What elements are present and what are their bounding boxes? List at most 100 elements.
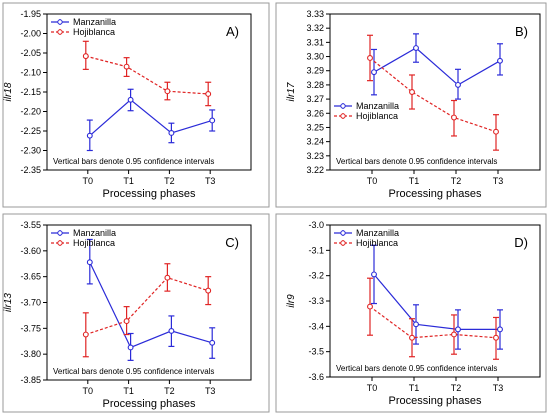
x-tick-label: T2 — [164, 176, 175, 186]
data-point — [123, 63, 130, 70]
y-tick-label: 3.23 — [306, 151, 324, 161]
y-tick-label: -2.00 — [20, 29, 41, 39]
y-tick-label: -2.10 — [20, 68, 41, 78]
y-tick-label: -3.80 — [20, 349, 41, 359]
x-tick-label: T3 — [493, 383, 504, 393]
y-tick-label: -3.75 — [20, 323, 41, 333]
x-axis-title: Processing phases — [103, 398, 196, 410]
legend-label: Manzanilla — [356, 101, 399, 111]
y-tick-label: -2.25 — [20, 126, 41, 136]
y-tick-label: -3.6 — [308, 372, 324, 382]
series-manzanilla — [86, 88, 216, 152]
y-tick-label: -2.05 — [20, 48, 41, 58]
series-line — [369, 306, 497, 339]
y-tick-label: -3.5 — [308, 347, 324, 357]
series-hojiblanca — [367, 34, 499, 151]
series-hojiblanca — [82, 40, 212, 107]
series-line — [369, 57, 497, 133]
data-point — [164, 274, 171, 281]
legend-label: Manzanilla — [73, 17, 116, 27]
y-axis-title: ilr9 — [286, 294, 297, 308]
legend-label: Manzanilla — [73, 228, 116, 238]
chart-panel-4: -3.0 -3.1 -3.2 -3.3 -3.4 -3.5 -3.6 T0 T1 T2 T3 Proc… — [275, 213, 547, 413]
y-tick-label: 3.22 — [306, 165, 324, 175]
legend-label: Manzanilla — [356, 228, 399, 238]
data-point — [497, 57, 503, 64]
data-point — [451, 331, 457, 338]
y-tick-label: -2.35 — [20, 165, 41, 175]
y-tick-label: -2.15 — [20, 87, 41, 97]
y-tick-label: 3.24 — [306, 137, 324, 147]
x-tick-label: T2 — [451, 176, 462, 186]
x-tick-label: T2 — [164, 386, 175, 396]
data-point — [367, 303, 373, 310]
ci-note: Vertical bars denote 0.95 confidence int… — [336, 364, 497, 373]
panel-label: D) — [514, 235, 528, 250]
x-tick-label: T0 — [367, 176, 378, 186]
x-tick-label: T2 — [451, 383, 462, 393]
data-point — [371, 69, 377, 76]
data-point — [168, 327, 175, 334]
data-point — [409, 89, 415, 95]
legend-symbol — [51, 240, 69, 246]
legend-symbol — [51, 29, 69, 35]
series-line — [85, 277, 209, 336]
series-manzanilla — [371, 33, 503, 100]
data-point — [451, 114, 457, 121]
legend-symbol — [334, 230, 352, 236]
data-point — [127, 96, 134, 103]
y-tick-label: -3.2 — [308, 271, 324, 281]
y-tick-label: 3.30 — [306, 52, 324, 62]
series-manzanilla — [371, 244, 503, 350]
data-point — [413, 321, 419, 328]
series-hojiblanca — [367, 277, 499, 360]
series-manzanilla — [86, 238, 216, 361]
panel-frame — [275, 2, 547, 208]
panel-label: C) — [225, 235, 239, 250]
y-tick-label: 3.31 — [306, 37, 324, 47]
data-point — [205, 287, 212, 294]
chart-panel-2: 3.33 3.32 3.31 3.30 3.29 3.28 3.27 3.26 3.25 3.24… — [275, 2, 547, 208]
data-point — [493, 334, 499, 341]
data-point — [367, 55, 373, 61]
x-tick-label: T0 — [367, 383, 378, 393]
y-axis-title: ilr18 — [3, 82, 14, 101]
series-line — [89, 99, 213, 137]
x-tick-label: T1 — [409, 176, 420, 186]
y-tick-label: 3.28 — [306, 80, 324, 90]
series-line — [89, 261, 213, 349]
y-tick-label: 3.29 — [306, 66, 324, 76]
y-tick-label: -2.20 — [20, 107, 41, 117]
series-line — [373, 274, 500, 330]
y-tick-label: -3.0 — [308, 220, 324, 230]
data-point — [497, 326, 503, 333]
y-tick-label: -3.85 — [20, 375, 41, 385]
x-axis-title: Processing phases — [389, 188, 482, 200]
data-point — [86, 132, 93, 139]
series-line — [373, 47, 501, 86]
y-axis-title: ilr13 — [3, 293, 14, 312]
ci-note: Vertical bars denote 0.95 confidence int… — [53, 367, 214, 376]
panel-label: B) — [515, 24, 528, 39]
data-point — [409, 334, 415, 341]
x-tick-label: T1 — [409, 383, 420, 393]
y-tick-label: 3.32 — [306, 23, 324, 33]
y-tick-label: -3.1 — [308, 245, 324, 255]
x-tick-label: T3 — [205, 176, 216, 186]
legend-symbol — [334, 103, 352, 109]
series-hojiblanca — [82, 263, 212, 358]
legend-symbol — [51, 230, 69, 236]
data-point — [455, 81, 461, 88]
x-tick-label: T1 — [123, 386, 134, 396]
data-point — [82, 331, 89, 338]
legend-symbol — [334, 240, 352, 246]
data-point — [209, 339, 216, 346]
plot-area — [329, 13, 541, 171]
panel-label: A) — [226, 24, 239, 39]
y-tick-label: -3.70 — [20, 298, 41, 308]
data-point — [209, 117, 216, 124]
